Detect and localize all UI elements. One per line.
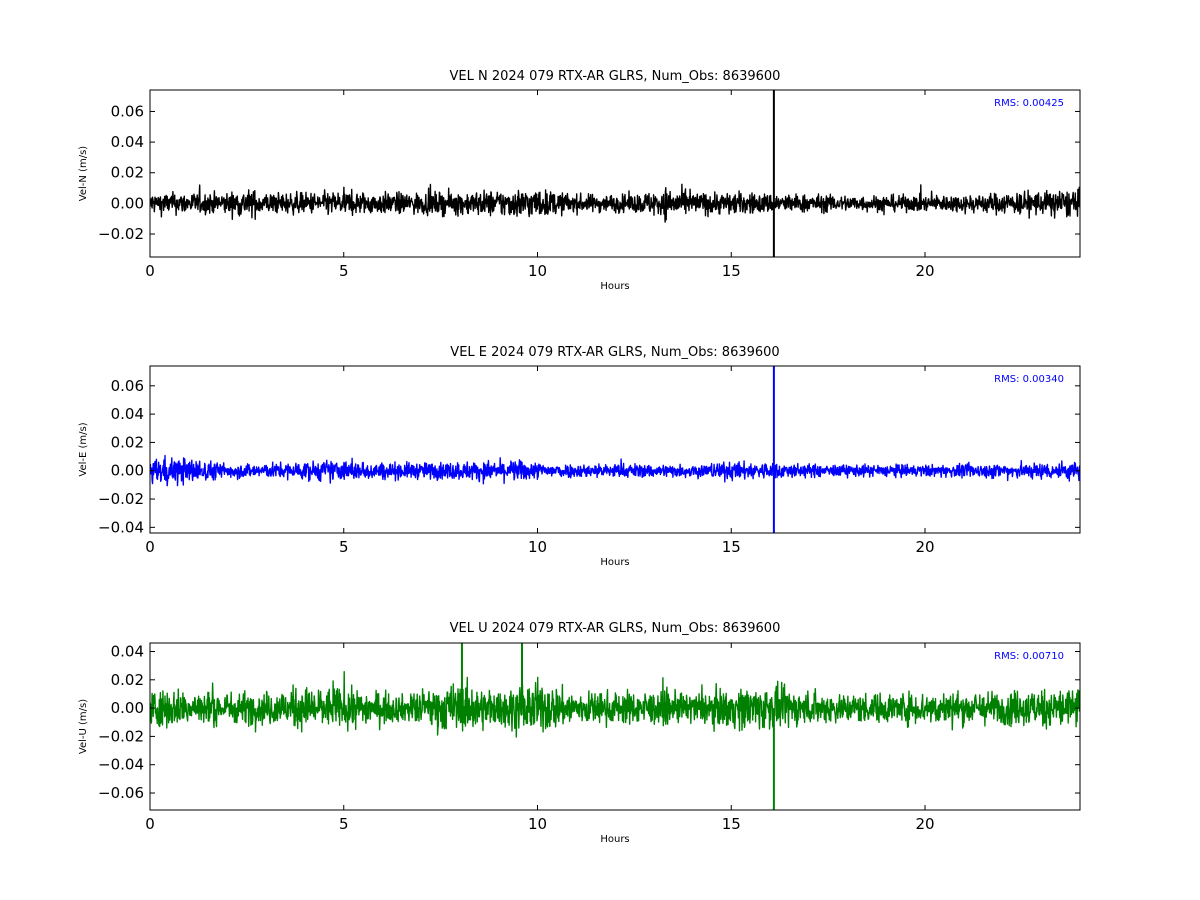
- plot-frame: [149, 642, 1081, 811]
- y-tick-label: −0.06: [98, 784, 144, 802]
- series-layer: [150, 366, 1080, 533]
- y-tick-label: −0.04: [98, 518, 144, 536]
- x-tick-label: 20: [915, 815, 934, 833]
- x-axis-label: Hours: [600, 834, 629, 845]
- y-tick-label: 0.00: [111, 699, 144, 717]
- y-tick-label: −0.02: [98, 490, 144, 508]
- series-layer: [150, 643, 1080, 810]
- rms-label: RMS: 0.00340: [994, 374, 1064, 385]
- chart-title: VEL N 2024 079 RTX-AR GLRS, Num_Obs: 863…: [450, 69, 781, 84]
- y-axis-label: Vel-N (m/s): [78, 146, 89, 201]
- panel-vel-n: VEL N 2024 079 RTX-AR GLRS, Num_Obs: 863…: [78, 69, 1081, 292]
- plot-frame: [149, 365, 1081, 534]
- rms-label: RMS: 0.00710: [994, 651, 1064, 662]
- y-tick-label: 0.02: [111, 433, 144, 451]
- panel-vel-e: VEL E 2024 079 RTX-AR GLRS, Num_Obs: 863…: [78, 345, 1081, 568]
- x-tick-label: 15: [722, 538, 741, 556]
- x-tick-label: 15: [722, 262, 741, 280]
- series-line: [150, 454, 1080, 487]
- x-axis-label: Hours: [600, 557, 629, 568]
- y-tick-label: −0.04: [98, 756, 144, 774]
- x-tick-label: 5: [339, 538, 349, 556]
- tick-layer: 0 5 10 15 20 −0.04 −0.02 0.00 0.02 0.04 0.06: [98, 366, 1080, 556]
- x-tick-label: 5: [339, 262, 349, 280]
- x-axis-label: Hours: [600, 281, 629, 292]
- y-tick-label: 0.06: [111, 377, 144, 395]
- series-layer: [150, 90, 1080, 257]
- tick-layer: 0 5 10 15 20 −0.02 0.00 0.02 0.04 0.06: [98, 90, 1080, 280]
- y-tick-label: 0.06: [111, 102, 144, 120]
- x-tick-label: 0: [145, 262, 155, 280]
- y-tick-label: 0.04: [111, 405, 144, 423]
- x-tick-label: 0: [145, 538, 155, 556]
- chart-title: VEL E 2024 079 RTX-AR GLRS, Num_Obs: 863…: [450, 345, 779, 360]
- x-tick-label: 5: [339, 815, 349, 833]
- y-tick-label: 0.04: [111, 642, 144, 660]
- series-line: [150, 671, 1080, 738]
- chart-title: VEL U 2024 079 RTX-AR GLRS, Num_Obs: 863…: [450, 621, 781, 636]
- y-tick-label: 0.00: [111, 462, 144, 480]
- x-tick-label: 15: [722, 815, 741, 833]
- series-line: [150, 183, 1080, 223]
- x-tick-label: 0: [145, 815, 155, 833]
- y-tick-label: 0.04: [111, 133, 144, 151]
- x-tick-label: 10: [528, 538, 547, 556]
- tick-layer: 0 5 10 15 20 −0.06 −0.04 −0.02 0.00 0.02 0.04: [98, 642, 1080, 833]
- y-axis-label: Vel-E (m/s): [78, 422, 89, 476]
- x-tick-label: 20: [915, 538, 934, 556]
- x-tick-label: 20: [915, 262, 934, 280]
- plot-frame: [149, 89, 1081, 258]
- y-tick-label: 0.02: [111, 671, 144, 689]
- panel-vel-u: VEL U 2024 079 RTX-AR GLRS, Num_Obs: 863…: [78, 621, 1081, 845]
- y-tick-label: −0.02: [98, 727, 144, 745]
- y-tick-label: −0.02: [98, 225, 144, 243]
- rms-label: RMS: 0.00425: [994, 98, 1064, 109]
- y-tick-label: 0.00: [111, 194, 144, 212]
- y-tick-label: 0.02: [111, 164, 144, 182]
- x-tick-label: 10: [528, 262, 547, 280]
- x-tick-label: 10: [528, 815, 547, 833]
- y-axis-label: Vel-U (m/s): [78, 699, 89, 754]
